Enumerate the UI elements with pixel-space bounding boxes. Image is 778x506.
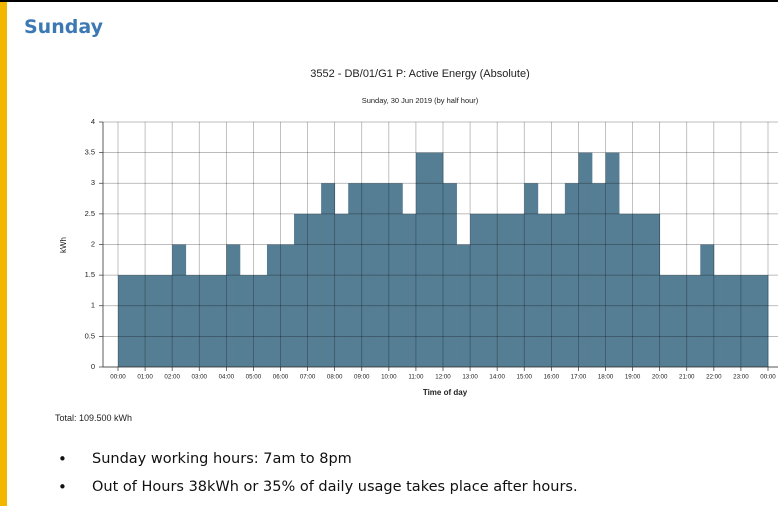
bar [713,275,728,367]
bar [158,275,173,367]
bar [686,275,701,367]
bar [700,244,715,367]
chart-subtitle: Sunday, 30 Jun 2019 (by half hour) [362,96,479,105]
bullet-list: Sunday working hours: 7am to 8pm Out of … [58,448,578,504]
x-tick-label: 04:00 [219,374,235,381]
x-tick-label: 20:00 [652,374,668,381]
bar [199,275,214,367]
bar [280,244,295,367]
bar [632,213,647,367]
bar [402,213,417,367]
bullet: Sunday working hours: 7am to 8pm [58,448,578,476]
bar [266,244,281,367]
x-tick-label: 00:00 [110,374,126,381]
bar [483,213,498,367]
x-tick-label: 22:00 [706,374,722,381]
bullet: Out of Hours 38kWh or 35% of daily usage… [58,476,578,504]
bar [564,183,579,367]
bar [591,183,606,367]
y-tick-label: 3.5 [85,148,95,157]
bar [212,275,227,367]
bar [118,275,132,367]
x-tick-label: 19:00 [625,374,641,381]
bar [510,213,525,367]
y-tick-label: 1 [91,301,95,310]
x-axis-label: Time of day [423,388,468,397]
x-tick-label: 05:00 [246,374,262,381]
total-text: Total: 109.500 kWh [55,413,133,423]
bar [443,183,457,367]
bar [239,275,254,367]
bar [673,275,688,367]
x-tick-label: 10:00 [381,374,397,381]
x-tick-label: 06:00 [273,374,289,381]
bar [754,275,769,367]
bar [294,213,308,367]
x-tick-label: 14:00 [489,374,505,381]
bar [429,152,444,367]
bar [145,275,160,367]
y-tick-label: 3 [91,178,95,187]
x-tick-label: 21:00 [679,374,695,381]
x-tick-label: 17:00 [571,374,587,381]
x-tick-label: 03:00 [192,374,208,381]
bar [131,275,146,367]
x-tick-label: 08:00 [327,374,343,381]
y-tick-label: 0.5 [85,331,95,340]
bar [727,275,742,367]
x-tick-label: 16:00 [544,374,560,381]
bar [619,213,633,367]
x-tick-label: 12:00 [435,374,451,381]
bar [646,213,661,367]
heading: Sunday [24,16,103,38]
y-tick-label: 2 [91,239,95,248]
y-tick-label: 2.5 [85,209,95,218]
x-tick-label: 00:00 [760,374,776,381]
border-stripe [0,0,7,506]
bar [226,244,241,367]
x-tick-label: 02:00 [164,374,180,381]
x-tick-label: 18:00 [598,374,614,381]
bar [334,213,349,367]
bar [388,183,403,367]
x-tick-label: 07:00 [300,374,316,381]
border-top [0,0,778,2]
bar [172,244,187,367]
y-tick-label: 4 [91,117,95,126]
y-tick-label: 1.5 [85,270,95,279]
bar [361,183,376,367]
bar [578,152,593,367]
bar [185,275,200,367]
chart-title: 3552 - DB/01/G1 P: Active Energy (Absolu… [310,68,530,80]
bar [375,183,390,367]
x-tick-label: 15:00 [517,374,533,381]
x-tick-label: 13:00 [462,374,478,381]
bar [524,183,539,367]
bar [253,275,268,367]
bar [605,152,620,367]
x-tick-label: 11:00 [408,374,424,381]
bar [307,213,322,367]
bar [470,213,485,367]
bar [321,183,336,367]
bar [456,244,471,367]
y-tick-label: 0 [91,362,95,371]
x-tick-label: 23:00 [733,374,749,381]
bar [537,213,552,367]
bar [348,183,363,367]
bar [659,275,674,367]
y-axis-label: kWh [59,237,68,253]
bar [551,213,566,367]
bar [740,275,755,367]
x-tick-label: 01:00 [137,374,153,381]
x-tick-label: 09:00 [354,374,370,381]
bar [497,213,512,367]
bar [415,152,430,367]
